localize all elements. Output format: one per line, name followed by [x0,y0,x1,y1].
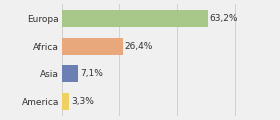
Bar [62,10,207,27]
Text: 63,2%: 63,2% [209,14,238,23]
Bar [62,93,69,110]
Text: 3,3%: 3,3% [71,97,94,106]
Text: 7,1%: 7,1% [80,69,103,78]
Bar [62,38,123,55]
Bar [62,65,78,82]
Text: 26,4%: 26,4% [124,42,153,51]
